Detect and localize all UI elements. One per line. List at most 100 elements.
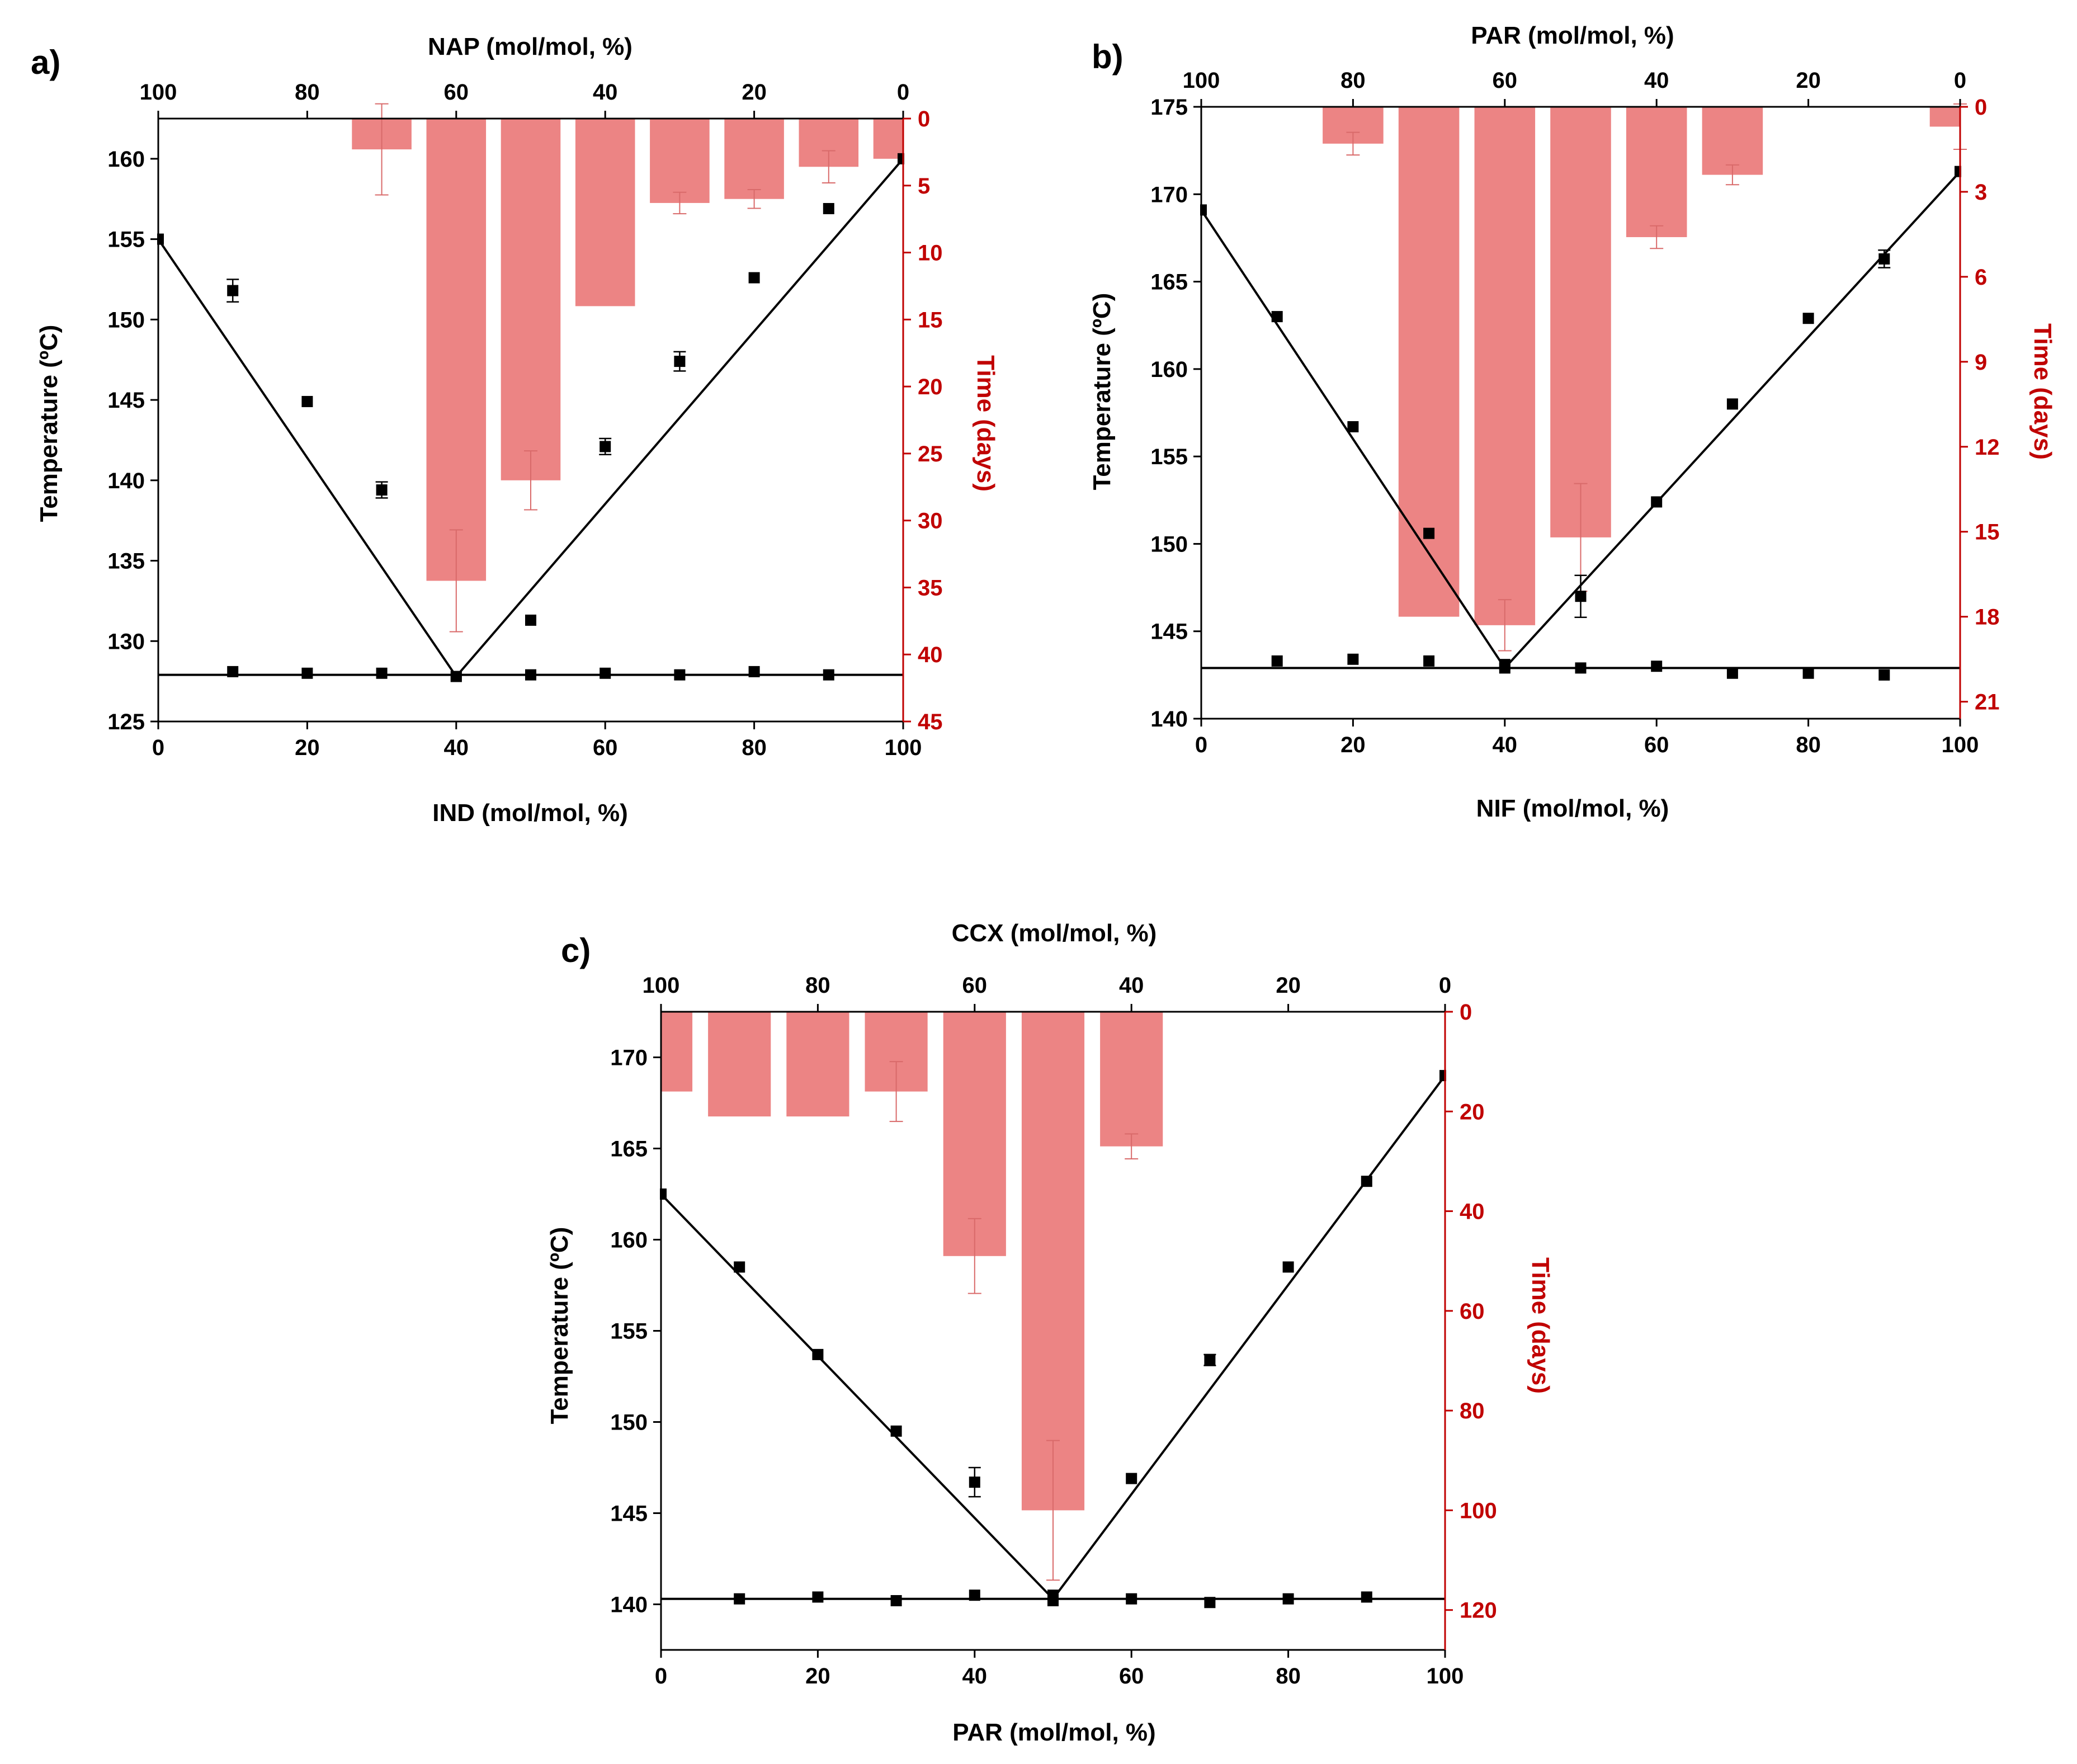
- x-bottom-tick-label: 40: [444, 735, 469, 760]
- liquidus-point: [1347, 421, 1359, 433]
- y-right-tick-label: 20: [918, 375, 943, 399]
- x-top-tick-label: 0: [1439, 973, 1451, 998]
- solidus-point: [969, 1590, 980, 1601]
- solidus-point: [600, 667, 611, 679]
- y-right-tick-label: 40: [1460, 1200, 1485, 1224]
- solidus-point: [812, 1591, 824, 1603]
- liquidus-point: [301, 395, 313, 407]
- solidus-point: [1047, 1590, 1059, 1601]
- x-bottom-tick-label: 80: [742, 735, 767, 760]
- y-right-tick-label: 100: [1460, 1498, 1497, 1523]
- x-bottom-tick-label: 100: [1427, 1664, 1464, 1688]
- y-left-tick-label: 140: [1150, 707, 1188, 732]
- y-right-tick-label: 15: [1975, 520, 2000, 545]
- y-right-tick-label: 30: [918, 509, 943, 534]
- y-right-tick-label: 45: [918, 710, 943, 734]
- x-bottom-tick-label: 0: [655, 1664, 667, 1688]
- x-top-tick-label: 80: [1340, 68, 1366, 93]
- y-left-axis-label: Temperature (ºC): [35, 325, 63, 522]
- liquidus-point: [748, 272, 760, 284]
- liquidus-point: [1282, 1261, 1294, 1273]
- y-left-tick-label: 150: [610, 1411, 648, 1435]
- time-bar: [943, 1012, 1006, 1256]
- y-left-tick-label: 140: [107, 469, 145, 493]
- liquidus-point: [1726, 398, 1738, 410]
- solidus-point: [748, 666, 760, 677]
- time-bar: [1626, 107, 1687, 237]
- y-left-tick-label: 125: [107, 710, 145, 734]
- panel-a: a) NAP (mol/mol, %) IND (mol/mol, %) Tem…: [31, 33, 999, 827]
- x-bottom-tick-label: 60: [1644, 733, 1669, 757]
- x-top-tick-label: 60: [1493, 68, 1518, 93]
- time-bar: [724, 119, 784, 199]
- y-right-tick-label: 3: [1975, 180, 1987, 205]
- liquidus-point: [1575, 591, 1587, 602]
- solidus-point: [1271, 655, 1283, 667]
- time-bar: [786, 1012, 849, 1117]
- y-left-axis-label: Temperature (ºC): [546, 1227, 573, 1425]
- y-right-tick-label: 0: [1460, 1000, 1472, 1025]
- x-bottom-tick-label: 100: [1942, 733, 1979, 757]
- x-top-tick-label: 0: [897, 80, 909, 105]
- y-left-tick-label: 145: [107, 388, 145, 413]
- solidus-point: [1651, 661, 1663, 672]
- solidus-point: [1347, 653, 1359, 665]
- time-bar: [501, 119, 561, 480]
- solidus-point: [376, 667, 388, 679]
- y-left-tick-label: 155: [610, 1319, 648, 1344]
- solidus-point: [734, 1593, 745, 1605]
- liquidus-point: [823, 202, 834, 214]
- x-top-tick-label: 20: [742, 80, 767, 105]
- solidus-point: [1726, 667, 1738, 679]
- x-bottom-axis-label: PAR (mol/mol, %): [952, 1719, 1155, 1746]
- y-left-tick-label: 145: [610, 1502, 648, 1526]
- y-left-tick-label: 155: [1150, 445, 1188, 469]
- liquidus-point: [600, 441, 611, 452]
- x-top-axis-label: PAR (mol/mol, %): [1471, 22, 1674, 49]
- y-left-tick-label: 170: [1150, 182, 1188, 207]
- solidus-point: [1126, 1593, 1137, 1605]
- y-right-tick-label: 18: [1975, 605, 2000, 630]
- solidus-point: [1361, 1591, 1372, 1603]
- liquidus-point: [1651, 496, 1663, 508]
- y-right-tick-label: 35: [918, 576, 943, 600]
- solidus-point: [1499, 662, 1510, 674]
- y-right-tick-label: 20: [1460, 1100, 1485, 1124]
- time-bar: [575, 119, 635, 306]
- x-top-tick-label: 40: [1119, 973, 1144, 998]
- y-right-tick-label: 80: [1460, 1399, 1485, 1423]
- time-bar: [1702, 107, 1763, 175]
- time-bar: [426, 119, 487, 581]
- x-top-axis-label: CCX (mol/mol, %): [952, 919, 1157, 947]
- liquidus-point: [1126, 1473, 1137, 1484]
- solidus-point: [450, 671, 462, 682]
- x-top-tick-label: 60: [444, 80, 469, 105]
- time-bar: [708, 1012, 771, 1117]
- liquidus-point: [1878, 253, 1890, 265]
- liquidus-point: [1204, 1354, 1216, 1366]
- x-bottom-tick-label: 20: [805, 1664, 830, 1688]
- liquidus-point: [734, 1261, 745, 1273]
- x-bottom-tick-label: 0: [152, 735, 164, 760]
- x-top-tick-label: 100: [140, 80, 177, 105]
- y-left-tick-label: 165: [610, 1137, 648, 1162]
- x-top-tick-label: 100: [643, 973, 680, 998]
- solidus-point: [890, 1595, 902, 1606]
- y-right-tick-label: 0: [918, 107, 930, 131]
- x-top-axis-label: NAP (mol/mol, %): [428, 33, 632, 60]
- x-bottom-axis-label: NIF (mol/mol, %): [1476, 795, 1669, 822]
- solidus-point: [1282, 1593, 1294, 1605]
- y-left-tick-label: 130: [107, 629, 145, 654]
- y-right-tick-label: 60: [1460, 1299, 1485, 1324]
- x-top-tick-label: 80: [805, 973, 830, 998]
- x-bottom-tick-label: 60: [593, 735, 618, 760]
- y-left-tick-label: 160: [610, 1228, 648, 1253]
- solidus-point: [674, 669, 686, 681]
- y-right-tick-label: 12: [1975, 435, 2000, 460]
- y-right-axis-label: Time (days): [1527, 1257, 1554, 1394]
- panel-label: c): [561, 932, 591, 969]
- time-bar: [1021, 1012, 1085, 1511]
- y-left-tick-label: 175: [1150, 95, 1188, 120]
- liquidus-point: [1361, 1176, 1372, 1187]
